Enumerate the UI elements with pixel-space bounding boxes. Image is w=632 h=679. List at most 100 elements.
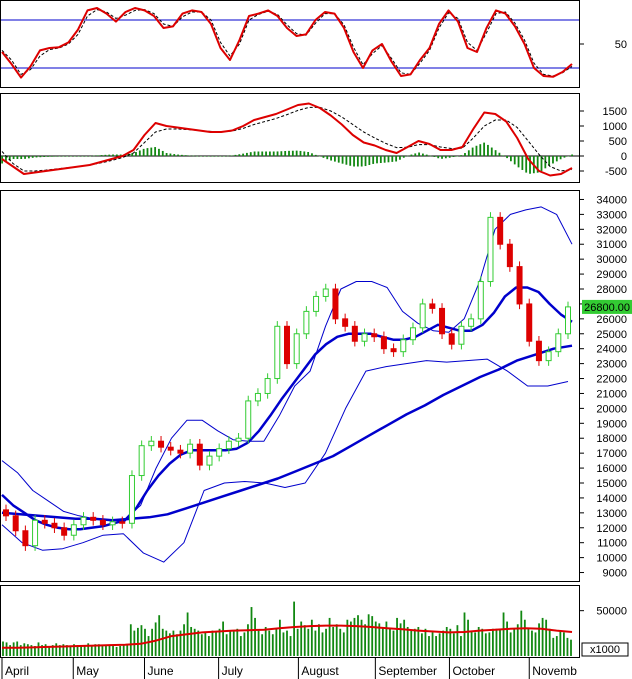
macd-histogram-bar [379, 156, 382, 164]
candle-up [216, 448, 223, 457]
volume-bar [83, 646, 86, 656]
macd-histogram-bar [467, 150, 470, 156]
macd-histogram-bar [406, 155, 409, 157]
volume-bar [538, 623, 540, 656]
volume-bar [55, 643, 58, 656]
candle-up [322, 288, 329, 297]
month-label: June [148, 664, 174, 678]
macd-histogram-bar [441, 156, 443, 159]
macd-histogram-bar [552, 156, 554, 164]
y-axis: 50 1500 1000 500 0 -500 34000 33000 32000 31000 30… [580, 39, 632, 657]
macd-histogram-bar [35, 156, 38, 158]
volume-bar [12, 642, 15, 656]
volume-bar [296, 628, 299, 656]
volume-bar [239, 636, 242, 656]
volume-bar [421, 633, 423, 656]
macd-histogram-bar [563, 156, 566, 158]
volume-bar [481, 628, 484, 656]
volume-bar [385, 621, 388, 656]
volume-bar [9, 645, 11, 656]
volume-bar [30, 645, 33, 656]
macd-histogram-bar [353, 156, 355, 167]
macd-histogram-bar [529, 156, 531, 174]
macd-histogram-bar [330, 156, 332, 161]
price-tick-label: 23000 [596, 359, 627, 371]
macd-histogram-bar [544, 156, 547, 169]
macd-histogram-bar [487, 144, 489, 156]
price-tick-label: 16000 [596, 463, 627, 475]
volume-bar [51, 645, 54, 656]
candle-up [545, 351, 552, 362]
candle-up [225, 440, 232, 450]
macd-histogram-bar [249, 152, 252, 156]
macd-histogram-bar [360, 156, 363, 167]
macd-panel [0, 93, 580, 183]
macd-histogram-bar [502, 155, 505, 156]
candle-down [516, 266, 523, 305]
volume-bar [101, 645, 104, 656]
volume-bar [509, 632, 512, 656]
candle-down [119, 521, 126, 524]
volume-bar [552, 637, 555, 656]
macd-histogram-bar [219, 156, 222, 157]
macd-tick-label: 0 [621, 151, 627, 163]
candle-up [458, 325, 465, 345]
volume-bar [513, 628, 516, 656]
macd-histogram-bar [280, 151, 283, 156]
macd-histogram-bar [452, 156, 455, 158]
volume-bar [112, 645, 114, 656]
macd-histogram-bar [471, 147, 474, 156]
volume-units-box [581, 642, 629, 657]
volume-bar [66, 645, 68, 656]
macd-histogram-bar [448, 156, 451, 158]
volume-bar [396, 617, 398, 656]
volume-bar [140, 625, 143, 656]
macd-histogram-bar [372, 156, 375, 164]
volume-bar [403, 619, 406, 656]
candle-down [158, 440, 165, 448]
macd-histogram-bar [276, 151, 279, 156]
price-tick-label: 10000 [596, 553, 627, 565]
volume-bar [80, 645, 82, 656]
macd-histogram-bar [8, 156, 11, 161]
macd-histogram-bar [39, 156, 42, 158]
volume-bar [460, 636, 462, 656]
volume-bar [502, 612, 505, 656]
macd-histogram-bar [158, 148, 160, 156]
volume-bar [247, 624, 249, 656]
macd-histogram-bar [16, 156, 19, 159]
volume-bar [19, 645, 22, 656]
macd-histogram-bar [203, 156, 206, 157]
macd-histogram-bar [223, 156, 225, 157]
macd-histogram-bar [571, 154, 573, 156]
volume-bar [321, 632, 324, 656]
volume-bar [566, 637, 569, 656]
macd-histogram-bar [444, 156, 447, 159]
macd-histogram-bar [165, 153, 168, 156]
price-tick-label: 25000 [596, 329, 627, 341]
month-label: Novemb [532, 664, 577, 678]
macd-histogram-bar [303, 151, 306, 156]
price-tick-label: 19000 [596, 418, 627, 430]
candle-down [177, 449, 184, 454]
macd-histogram-bar [146, 148, 149, 156]
candle-up [235, 437, 242, 442]
macd-histogram-bar [337, 156, 340, 163]
macd-histogram-bar [567, 156, 570, 157]
macd-histogram-bar [27, 156, 30, 159]
volume-bar [357, 615, 359, 656]
price-tick-label: 26000 [596, 314, 627, 326]
candle-up [400, 339, 407, 353]
candle-up [555, 333, 562, 353]
macd-histogram-bar [257, 151, 260, 156]
volume-tick-label: 50000 [596, 606, 627, 618]
x-axis: April May June July August September October No… [1, 657, 577, 679]
volume-bar [204, 631, 207, 656]
macd-histogram-bar [138, 150, 141, 156]
price-tick-label: 22000 [596, 374, 627, 386]
macd-histogram-bar [299, 150, 302, 156]
candle-down [497, 216, 504, 245]
macd-histogram-bar [70, 156, 72, 157]
macd-histogram-bar [513, 156, 516, 165]
volume-bar [16, 641, 19, 656]
